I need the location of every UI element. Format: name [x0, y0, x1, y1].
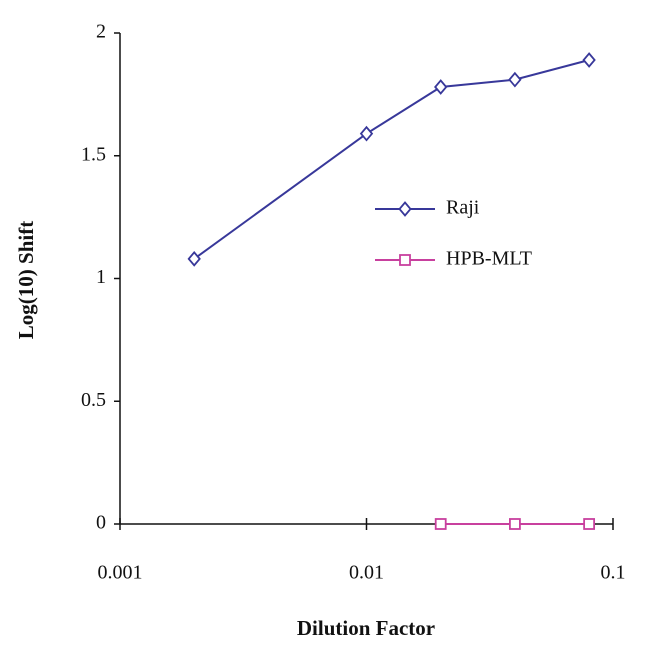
legend-label: Raji	[446, 197, 480, 219]
x-tick-label: 0.01	[349, 562, 384, 584]
x-tick-label: 0.001	[98, 562, 143, 584]
marker	[187, 250, 201, 267]
y-tick-label: 1	[96, 266, 106, 288]
marker	[583, 518, 596, 530]
legend-marker	[398, 201, 412, 217]
marker	[434, 518, 447, 530]
y-tick-label: 1.5	[81, 143, 106, 165]
marker	[359, 125, 374, 142]
x-tick-label: 0.1	[601, 562, 626, 584]
marker	[508, 71, 522, 88]
series-line	[193, 59, 590, 260]
y-axis-label: Log(10) Shift	[14, 221, 38, 339]
y-tick-label: 0	[96, 512, 106, 534]
legend-marker	[399, 254, 411, 266]
y-tick-label: 0.5	[81, 389, 106, 411]
marker	[509, 518, 521, 530]
marker	[434, 79, 448, 95]
y-tick-label: 2	[96, 21, 106, 43]
legend-label: HPB-MLT	[446, 248, 532, 270]
marker	[582, 52, 596, 68]
x-axis-label: Dilution Factor	[297, 616, 435, 640]
